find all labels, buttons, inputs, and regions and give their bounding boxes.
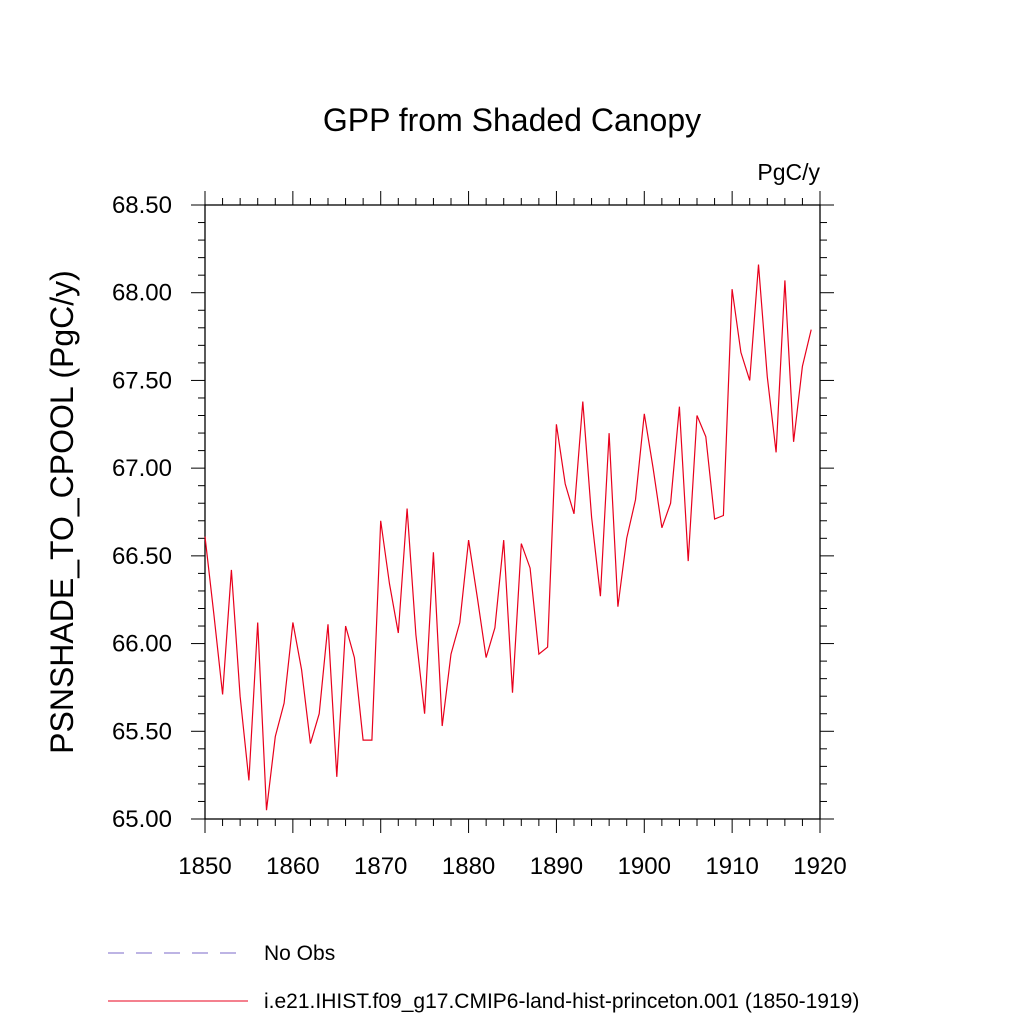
data-point	[757, 263, 760, 266]
data-point	[344, 625, 347, 628]
data-point	[327, 623, 330, 626]
data-point	[370, 739, 373, 742]
data-point	[291, 621, 294, 624]
legend-label: i.e21.IHIST.f09_g17.CMIP6-land-hist-prin…	[264, 990, 859, 1013]
data-point	[432, 551, 435, 554]
data-point	[652, 467, 655, 470]
data-point	[212, 612, 215, 615]
data-point	[669, 502, 672, 505]
y-tick-label: 65.00	[112, 806, 172, 833]
data-point	[388, 582, 391, 585]
data-point	[204, 535, 207, 538]
data-point	[274, 735, 277, 738]
data-point	[221, 693, 224, 696]
data-point	[608, 432, 611, 435]
y-tick-label: 66.50	[112, 543, 172, 570]
x-tick-label: 1890	[530, 853, 583, 880]
data-point	[766, 375, 769, 378]
data-point	[283, 702, 286, 705]
series-line	[204, 264, 812, 811]
data-point	[318, 712, 321, 715]
data-point	[581, 400, 584, 403]
data-point	[441, 725, 444, 728]
data-point	[335, 775, 338, 778]
y-tick-label: 65.50	[112, 718, 172, 745]
x-tick-label: 1910	[705, 853, 758, 880]
data-point	[239, 695, 242, 698]
data-point	[520, 542, 523, 545]
data-point	[687, 560, 690, 563]
data-point	[599, 595, 602, 598]
y-tick-label: 66.00	[112, 631, 172, 658]
data-point	[362, 739, 365, 742]
data-point	[775, 451, 778, 454]
units-label: PgC/y	[757, 159, 820, 185]
x-tick-label: 1870	[354, 853, 407, 880]
legend-label: No Obs	[264, 942, 335, 965]
data-point	[616, 605, 619, 608]
data-point	[678, 405, 681, 408]
data-point	[406, 507, 409, 510]
y-axis-label: PSNSHADE_TO_CPOOL (PgC/y)	[44, 270, 80, 754]
data-point	[783, 279, 786, 282]
data-point	[458, 621, 461, 624]
data-point	[476, 597, 479, 600]
data-point	[247, 779, 250, 782]
data-point	[493, 626, 496, 629]
data-point	[660, 526, 663, 529]
data-point	[265, 809, 268, 812]
plot-frame	[204, 204, 821, 820]
y-tick-label: 67.00	[112, 455, 172, 482]
data-point	[397, 632, 400, 635]
data-point	[643, 412, 646, 415]
data-point	[309, 742, 312, 745]
data-point	[713, 518, 716, 521]
data-point	[696, 414, 699, 417]
data-point	[300, 668, 303, 671]
y-tick-label: 68.00	[112, 280, 172, 307]
data-point	[625, 537, 628, 540]
data-point	[801, 365, 804, 368]
data-point	[634, 498, 637, 501]
data-point	[379, 519, 382, 522]
data-point	[537, 653, 540, 656]
axis-ticks: 1850 1860 1870 1880 1890 1900 1910 1920 65.00 65.…	[112, 191, 847, 880]
data-point	[731, 288, 734, 291]
data-point	[748, 379, 751, 382]
data-point	[423, 712, 426, 715]
data-point	[485, 656, 488, 659]
data-point	[511, 691, 514, 694]
x-tick-label: 1880	[442, 853, 495, 880]
data-point	[467, 539, 470, 542]
legend: No Obs i.e21.IHIST.f09_g17.CMIP6-land-his…	[108, 942, 859, 1013]
y-tick-label: 67.50	[112, 367, 172, 394]
data-point	[739, 351, 742, 354]
y-tick-label: 68.50	[112, 192, 172, 219]
data-point	[792, 440, 795, 443]
x-tick-label: 1920	[793, 853, 846, 880]
data-point	[502, 539, 505, 542]
data-point	[573, 512, 576, 515]
data-point	[414, 633, 417, 636]
data-point	[256, 621, 259, 624]
data-point	[353, 656, 356, 659]
data-point	[555, 423, 558, 426]
data-point	[810, 328, 813, 331]
data-point	[529, 567, 532, 570]
x-tick-label: 1900	[618, 853, 671, 880]
data-point	[564, 482, 567, 485]
data-point	[722, 514, 725, 517]
series-layer	[204, 263, 813, 812]
data-point	[546, 646, 549, 649]
data-point	[450, 653, 453, 656]
x-tick-label: 1860	[266, 853, 319, 880]
x-tick-label: 1850	[178, 853, 231, 880]
data-point	[230, 568, 233, 571]
data-point	[704, 435, 707, 438]
chart-title: GPP from Shaded Canopy	[323, 102, 701, 138]
data-point	[590, 516, 593, 519]
